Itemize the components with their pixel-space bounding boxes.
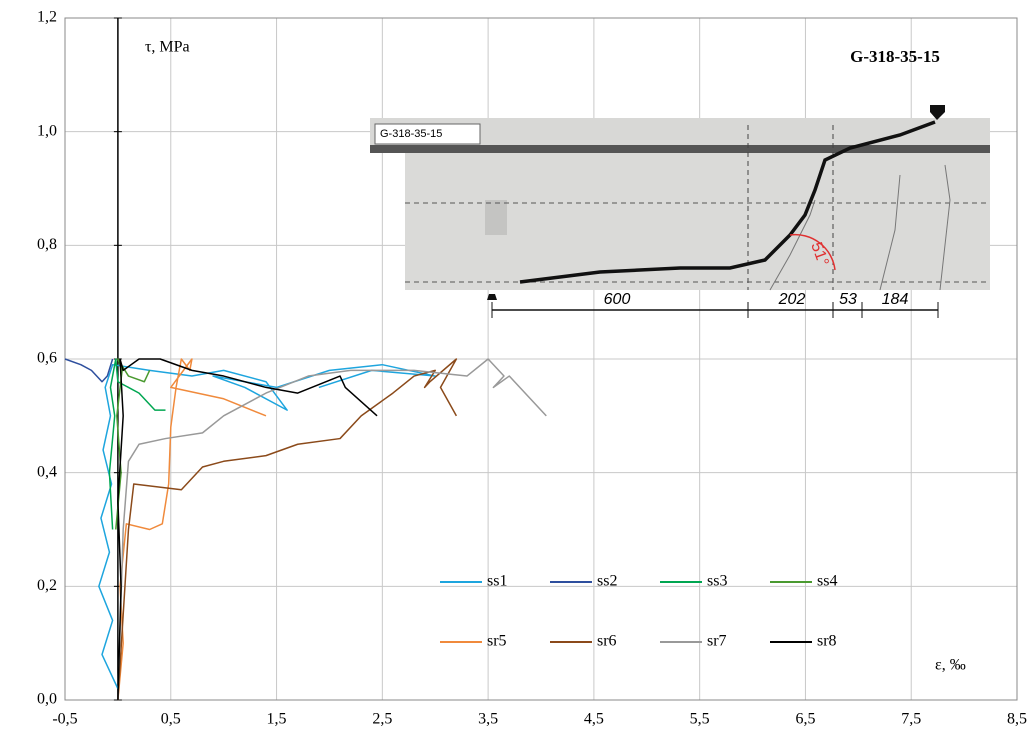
y-tick-label: 0,4 bbox=[37, 463, 57, 480]
photo-label: G-318-35-15 bbox=[380, 128, 442, 140]
x-tick-label: -0,5 bbox=[52, 711, 77, 728]
support bbox=[487, 294, 497, 300]
legend-label: sr6 bbox=[597, 633, 617, 650]
patch bbox=[485, 200, 507, 235]
x-tick-label: 6,5 bbox=[795, 711, 815, 728]
legend-label: ss1 bbox=[487, 573, 507, 590]
dim-label: 53 bbox=[839, 291, 857, 308]
x-tick-label: 1,5 bbox=[267, 711, 287, 728]
y-axis-label: τ, MPa bbox=[145, 39, 190, 56]
y-tick-label: 0,6 bbox=[37, 350, 57, 367]
y-tick-label: 0,0 bbox=[37, 691, 57, 708]
series-line bbox=[117, 358, 547, 701]
y-tick-label: 0,8 bbox=[37, 236, 57, 253]
x-axis-label: ε, ‰ bbox=[935, 657, 966, 674]
angle-arc bbox=[789, 233, 836, 271]
dim-label: 184 bbox=[882, 291, 909, 308]
legend-label: sr8 bbox=[817, 633, 837, 650]
y-tick-label: 1,2 bbox=[37, 9, 57, 26]
y-tick-label: 1,0 bbox=[37, 122, 57, 139]
crack bbox=[519, 120, 936, 284]
photo: G-318-35-15 51° 600 202 53 184 bbox=[370, 105, 990, 318]
series-line bbox=[117, 358, 458, 701]
annotation: G-318-35-15 bbox=[850, 47, 940, 66]
dim-label: 600 bbox=[604, 291, 631, 308]
y-tick-label: 0,2 bbox=[37, 577, 57, 594]
x-tick-label: 3,5 bbox=[478, 711, 498, 728]
crack bbox=[879, 174, 901, 291]
crack bbox=[939, 164, 951, 291]
x-tick-label: 4,5 bbox=[584, 711, 604, 728]
x-tick-label: 5,5 bbox=[690, 711, 710, 728]
legend-label: ss4 bbox=[817, 573, 837, 590]
series-line bbox=[117, 358, 267, 701]
x-tick-label: 2,5 bbox=[372, 711, 392, 728]
legend-label: sr5 bbox=[487, 633, 507, 650]
series-line bbox=[108, 358, 166, 530]
x-tick-label: 0,5 bbox=[161, 711, 181, 728]
x-tick-label: 8,5 bbox=[1007, 711, 1027, 728]
series-line bbox=[98, 363, 436, 689]
dim-label: 202 bbox=[778, 291, 806, 308]
legend-label: ss2 bbox=[597, 573, 617, 590]
label-box bbox=[374, 123, 481, 145]
series-line bbox=[117, 358, 378, 701]
legend-label: ss3 bbox=[707, 573, 727, 590]
beam-edge bbox=[370, 145, 990, 153]
legend-label: sr7 bbox=[707, 633, 727, 650]
x-tick-label: 7,5 bbox=[901, 711, 921, 728]
load-arrow bbox=[930, 105, 945, 120]
series-line bbox=[64, 358, 114, 383]
